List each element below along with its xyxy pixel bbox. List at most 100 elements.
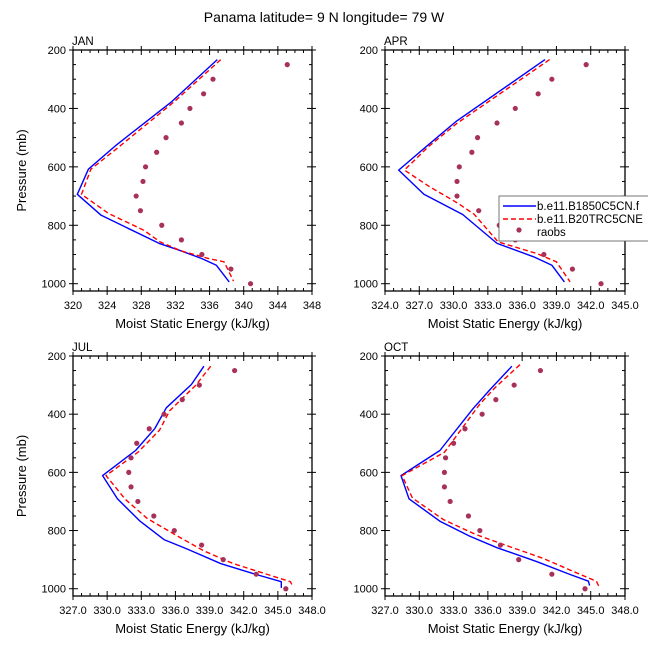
y-tick-label: 200 xyxy=(360,351,378,363)
raobs-markers xyxy=(441,367,588,592)
raobs-point xyxy=(247,281,254,287)
raobs-point xyxy=(512,105,518,112)
panel-label: JUL xyxy=(72,342,93,354)
raobs-point xyxy=(128,455,134,461)
x-tick-label: 320 xyxy=(64,300,82,312)
raobs-point xyxy=(199,251,205,258)
legend-entry: raobs xyxy=(537,227,566,239)
raobs-point xyxy=(582,586,588,592)
raobs-point xyxy=(497,542,504,548)
panel-label: OCT xyxy=(384,342,408,354)
series-line-b1850c5cn xyxy=(398,59,565,283)
raobs-point xyxy=(228,266,234,272)
raobs-point xyxy=(151,513,157,519)
raobs-point xyxy=(142,164,149,170)
panel-jul: 327.0 330.0 333.0 336.0 339.0 342.0 345.0 348.0… xyxy=(14,342,326,636)
raobs-point xyxy=(462,426,468,432)
legend-swatch-raobs xyxy=(516,227,522,233)
raobs-point xyxy=(442,455,449,461)
x-tick-label: 324.0 xyxy=(371,300,399,312)
raobs-point xyxy=(163,135,169,141)
raobs-point xyxy=(140,178,146,185)
raobs-point xyxy=(450,440,457,446)
raobs-point xyxy=(479,411,485,417)
x-tick-label: 345.0 xyxy=(577,605,605,617)
raobs-point xyxy=(598,281,604,287)
raobs-markers xyxy=(133,62,290,287)
raobs-point xyxy=(199,542,205,548)
raobs-point xyxy=(541,251,547,258)
x-tick-label: 336 xyxy=(200,300,218,312)
x-tick-label: 342.0 xyxy=(577,300,605,312)
panel-oct: 327.0 330.0 333.0 336.0 339.0 342.0 345.0 348.0… xyxy=(354,342,639,636)
x-axis-label: Moist Static Energy (kJ/kg) xyxy=(428,316,583,331)
raobs-point xyxy=(477,527,483,534)
raobs-markers xyxy=(126,367,289,592)
y-tick-label: 1000 xyxy=(42,279,66,291)
raobs-point xyxy=(200,91,207,97)
raobs-point xyxy=(171,527,177,534)
plot-frame xyxy=(72,355,313,597)
x-tick-label: 330.0 xyxy=(93,605,121,617)
raobs-point xyxy=(493,397,499,403)
y-tick-label: 400 xyxy=(48,103,66,115)
raobs-point xyxy=(134,440,140,446)
x-tick-label: 336.0 xyxy=(508,300,536,312)
x-tick-label: 327.0 xyxy=(59,605,87,617)
x-tick-label: 339.0 xyxy=(543,300,571,312)
raobs-point xyxy=(179,397,185,403)
raobs-point xyxy=(441,469,448,475)
y-tick-label: 800 xyxy=(360,220,378,232)
raobs-point xyxy=(511,382,517,388)
raobs-point xyxy=(549,571,555,577)
y-tick-label: 1000 xyxy=(42,584,66,596)
raobs-point xyxy=(159,222,165,228)
x-tick-label: 333.0 xyxy=(474,300,502,312)
y-tick-label: 600 xyxy=(360,467,378,479)
x-tick-label: 342.0 xyxy=(543,605,571,617)
raobs-point xyxy=(128,484,134,490)
panel-jan: 320 324 328 332 336 340 344 348 200 400 600 800 1000… xyxy=(14,36,321,331)
raobs-point xyxy=(154,149,160,155)
raobs-point xyxy=(210,76,216,82)
x-tick-label: 345.0 xyxy=(611,300,639,312)
x-tick-label: 348 xyxy=(303,300,321,312)
raobs-point xyxy=(535,91,541,97)
series-line-b20trc5cne xyxy=(80,59,235,282)
raobs-point xyxy=(146,426,152,432)
x-tick-label: 333.0 xyxy=(128,605,156,617)
x-tick-label: 336.0 xyxy=(162,605,190,617)
series-line-b20trc5cne xyxy=(401,364,600,587)
y-tick-label: 600 xyxy=(48,467,66,479)
legend-entry: b.e11.B1850C5CN.f xyxy=(537,201,640,213)
raobs-point xyxy=(232,367,238,374)
x-axis-label: Moist Static Energy (kJ/kg) xyxy=(115,621,270,636)
x-tick-label: 333.0 xyxy=(440,605,468,617)
x-axis-label: Moist Static Energy (kJ/kg) xyxy=(428,621,583,636)
x-tick-label: 327.0 xyxy=(371,605,399,617)
y-tick-label: 1000 xyxy=(354,279,378,291)
y-tick-label: 400 xyxy=(360,103,378,115)
raobs-point xyxy=(474,135,481,141)
raobs-point xyxy=(187,105,193,112)
panel-label: APR xyxy=(384,36,408,48)
x-tick-label: 342.0 xyxy=(230,605,258,617)
raobs-point xyxy=(456,164,462,170)
raobs-markers xyxy=(454,62,604,287)
raobs-point xyxy=(253,571,259,577)
raobs-point xyxy=(135,498,141,505)
raobs-point xyxy=(178,120,185,126)
x-tick-label: 332 xyxy=(166,300,184,312)
raobs-point xyxy=(441,484,448,490)
x-tick-label: 327.0 xyxy=(406,300,434,312)
raobs-point xyxy=(537,367,544,374)
x-tick-label: 348.0 xyxy=(298,605,326,617)
plot-frame xyxy=(384,355,626,597)
x-tick-label: 339.0 xyxy=(508,605,536,617)
raobs-point xyxy=(516,557,522,563)
legend-entry: b.e11.B20TRC5CNE xyxy=(537,214,643,226)
series-line-b1850c5cn xyxy=(101,365,282,588)
x-tick-label: 339.0 xyxy=(196,605,224,617)
